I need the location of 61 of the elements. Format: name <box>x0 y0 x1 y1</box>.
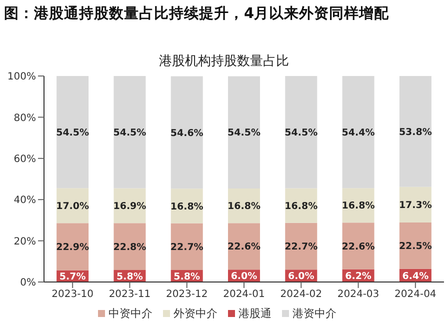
x-tick-label: 2023-12 <box>166 289 208 300</box>
x-tick-label: 2024-04 <box>394 289 436 300</box>
legend-label: 外资中介 <box>174 307 218 320</box>
data-label: 17.3% <box>398 200 432 212</box>
bar <box>342 222 374 270</box>
data-label: 6.0% <box>288 271 315 282</box>
data-label: 54.5% <box>56 127 90 138</box>
bar <box>228 76 260 188</box>
x-tick-label: 2024-02 <box>280 289 322 300</box>
data-label: 22.6% <box>228 242 261 253</box>
data-label: 6.2% <box>345 270 372 282</box>
data-label: 22.9% <box>56 242 90 254</box>
data-label: 54.5% <box>284 128 318 139</box>
data-label: 22.5% <box>398 241 432 252</box>
legend-label: 港股通 <box>238 307 272 320</box>
data-label: 5.8% <box>174 271 201 282</box>
y-tick-label: 80% <box>14 112 36 124</box>
data-label: 6.4% <box>402 270 430 282</box>
data-label: 16.8% <box>342 200 376 212</box>
bar <box>399 76 432 187</box>
data-label: 54.5% <box>113 128 147 139</box>
bar <box>285 222 318 270</box>
y-tick-label: 100% <box>7 72 36 83</box>
data-label: 22.6% <box>342 241 376 252</box>
data-label: 6.0% <box>230 271 258 282</box>
y-tick-label: 0% <box>20 278 36 289</box>
bar <box>114 76 146 188</box>
data-label: 22.7% <box>284 242 318 253</box>
data-label: 17.0% <box>56 200 90 212</box>
bar <box>56 223 89 270</box>
y-tick-label: 60% <box>14 154 36 165</box>
data-label: 5.7% <box>59 272 86 282</box>
x-tick-label: 2023-11 <box>108 289 151 300</box>
legend-label: 港资中介 <box>292 307 336 320</box>
data-label: 16.8% <box>170 201 204 212</box>
data-label: 54.4% <box>342 127 376 138</box>
data-label: 5.8% <box>116 271 144 282</box>
bar <box>399 222 432 269</box>
data-label: 16.9% <box>113 201 147 212</box>
data-label: 54.6% <box>170 128 204 139</box>
bar <box>170 76 203 189</box>
chart-subtitle: 港股机构持股数量占比 <box>158 53 290 70</box>
bar <box>170 223 203 270</box>
data-label: 22.8% <box>113 242 147 253</box>
x-tick-label: 2024-01 <box>223 289 265 300</box>
data-label: 16.8% <box>284 200 318 212</box>
data-label: 54.5% <box>228 128 261 139</box>
chart-title: 图：港股通持股数量占比持续提升，4月以来外资同样增配 <box>4 4 390 23</box>
x-tick-label: 2024-03 <box>337 289 380 300</box>
bar <box>285 76 318 188</box>
x-tick-label: 2023-10 <box>52 289 94 300</box>
data-label: 53.8% <box>398 126 432 138</box>
bar <box>56 76 89 188</box>
bar <box>114 223 146 270</box>
data-label: 16.8% <box>228 201 261 212</box>
y-tick-label: 20% <box>14 236 36 248</box>
legend-label: 中资中介 <box>108 307 152 320</box>
y-tick-label: 40% <box>14 195 36 206</box>
data-label: 22.7% <box>170 242 204 254</box>
bar <box>342 76 374 188</box>
bar <box>228 223 260 270</box>
